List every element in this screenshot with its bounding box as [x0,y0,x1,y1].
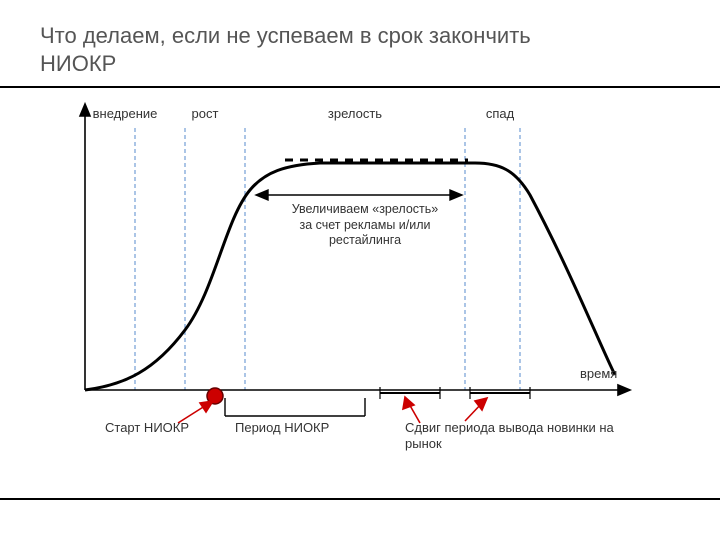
phase-decline-label: спад [486,106,514,121]
lifecycle-chart: внедрение рост зрелость спад время Увели… [70,100,650,470]
phase-growth-label: рост [192,106,219,121]
maturity-extend-line3: рестайлинга [329,233,401,247]
bottom-rule [0,498,720,500]
period-rnd-label: Период НИОКР [235,420,329,435]
slide-title: Что делаем, если не успеваем в срок зако… [40,22,600,77]
axes [80,104,630,395]
maturity-double-arrow [256,190,462,200]
chart-svg [70,100,650,470]
lifecycle-curve [85,163,615,390]
maturity-extend-line1: Увеличиваем «зрелость» [292,202,439,216]
phase-introduction-label: внедрение [93,106,158,121]
slide: Что делаем, если не успеваем в срок зако… [0,0,720,540]
shift-segment-2 [470,387,530,399]
phase-vlines [135,128,520,390]
shift-segment-1 [380,387,440,399]
start-rnd-label: Старт НИОКР [105,420,189,435]
title-underline [0,86,720,88]
maturity-extend-line2: за счет рекламы и/или [299,218,430,232]
phase-maturity-label: зрелость [328,106,382,121]
period-rnd-bracket [225,398,365,416]
shift-period-label: Сдвиг периода вывода новинки на рынок [405,420,615,453]
maturity-extend-annotation: Увеличиваем «зрелость» за счет рекламы и… [270,202,460,249]
axis-time-label: время [580,366,617,381]
shift-arrow-2 [465,398,487,421]
